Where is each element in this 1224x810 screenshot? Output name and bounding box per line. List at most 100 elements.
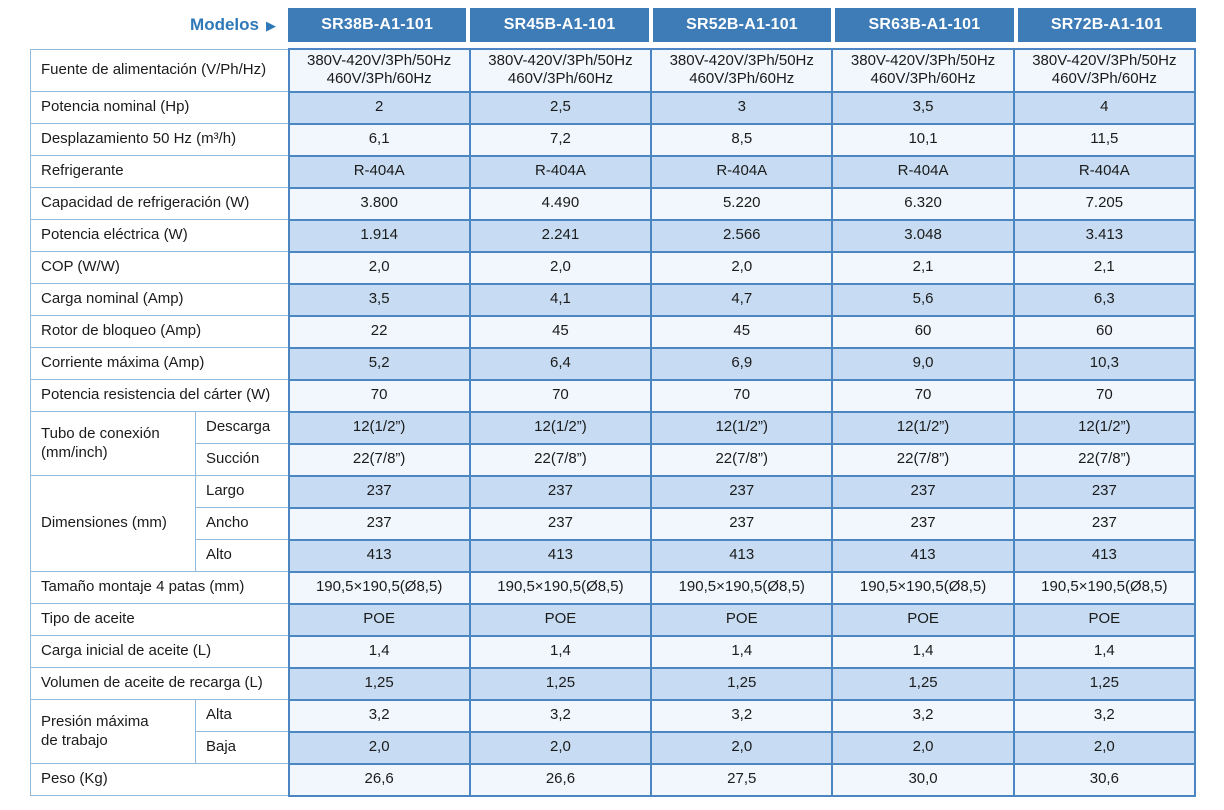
row-label: Potencia eléctrica (W) xyxy=(30,219,289,253)
cell-value: 4,7 xyxy=(650,282,834,317)
sub-label: Succión xyxy=(195,443,289,477)
model-column-header: SR72B-A1-101 xyxy=(1017,8,1197,42)
cell-value: 22(7/8”) xyxy=(831,442,1015,477)
row-label: Carga nominal (Amp) xyxy=(30,283,289,317)
table-row: Ancho 237 237 237 237 237 xyxy=(31,506,1197,541)
cell-value: 1,4 xyxy=(831,634,1015,669)
cell-value: 60 xyxy=(831,314,1015,349)
cell-value: R-404A xyxy=(1012,154,1197,189)
model-headers: SR38B-A1-101 SR45B-A1-101 SR52B-A1-101 SR63… xyxy=(288,8,1197,42)
cell-value: 6,1 xyxy=(287,122,471,157)
cell-value: 4,1 xyxy=(468,282,653,317)
cell-value: 237 xyxy=(287,474,471,509)
cell-value: 12(1/2”) xyxy=(1012,410,1197,445)
cell-value: 237 xyxy=(831,474,1015,509)
cell-value: R-404A xyxy=(287,154,471,189)
cell-value: 3.800 xyxy=(287,186,471,221)
row-label: Desplazamiento 50 Hz (m³/h) xyxy=(30,123,289,157)
cell-value: 3,5 xyxy=(831,90,1015,125)
cell-value: 2.241 xyxy=(468,218,653,253)
cell-value: 237 xyxy=(650,474,834,509)
models-label: Modelos xyxy=(190,15,259,34)
cell-value: 5.220 xyxy=(650,186,834,221)
cell-value: 1,25 xyxy=(650,666,834,701)
row-label: Refrigerante xyxy=(30,155,289,189)
cell-value: 9,0 xyxy=(831,346,1015,381)
cell-value: 4.490 xyxy=(468,186,653,221)
group-label: Dimensiones (mm) xyxy=(30,475,196,573)
cell-value: POE xyxy=(287,602,471,637)
cell-value: R-404A xyxy=(831,154,1015,189)
table-row: COP (W/W) 2,0 2,0 2,0 2,1 2,1 xyxy=(30,250,1197,285)
cell-value: POE xyxy=(650,602,834,637)
row-label: Potencia nominal (Hp) xyxy=(30,91,289,125)
table-row: Presión máxima de trabajo Alta 3,2 3,2 3,2 3,… xyxy=(30,698,1197,765)
cell-value: 190,5×190,5(Ø8,5) xyxy=(831,570,1015,605)
cell-value: 2,0 xyxy=(650,250,834,285)
row-label: Rotor de bloqueo (Amp) xyxy=(30,315,289,349)
cell-value: 3.048 xyxy=(831,218,1015,253)
cell-value: POE xyxy=(1012,602,1197,637)
cell-value: 30,0 xyxy=(831,762,1015,797)
models-arrow-icon: ▶ xyxy=(266,17,276,33)
models-label-cell: Modelos ▶ xyxy=(30,8,288,42)
cell-value: 2 xyxy=(287,90,471,125)
table-row: Carga inicial de aceite (L) 1,4 1,4 1,4 1,4 1… xyxy=(30,634,1197,669)
sub-label: Ancho xyxy=(195,507,289,541)
cell-value: 3,2 xyxy=(831,698,1015,733)
sub-label: Baja xyxy=(195,731,289,765)
cell-value: 60 xyxy=(1012,314,1197,349)
cell-value: POE xyxy=(468,602,653,637)
cell-value: 8,5 xyxy=(650,122,834,157)
cell-value: 2,0 xyxy=(287,250,471,285)
cell-value: 5,6 xyxy=(831,282,1015,317)
cell-value: 2,0 xyxy=(468,730,653,765)
cell-value: 2,5 xyxy=(468,90,653,125)
cell-value: 7.205 xyxy=(1012,186,1197,221)
table-row: Carga nominal (Amp) 3,5 4,1 4,7 5,6 6,3 xyxy=(30,282,1197,317)
cell-value: 22(7/8”) xyxy=(1012,442,1197,477)
cell-value: 26,6 xyxy=(287,762,471,797)
cell-value: 380V-420V/3Ph/50Hz 460V/3Ph/60Hz xyxy=(831,48,1015,93)
model-column-header: SR38B-A1-101 xyxy=(288,8,467,42)
cell-value: 6,4 xyxy=(468,346,653,381)
row-label: Carga inicial de aceite (L) xyxy=(30,635,289,669)
group-label: Presión máxima de trabajo xyxy=(30,699,196,765)
table-row: Peso (Kg) 26,6 26,6 27,5 30,0 30,6 xyxy=(30,762,1197,797)
table-row: Potencia resistencia del cárter (W) 70 70 7… xyxy=(30,378,1197,413)
models-header-row: Modelos ▶ SR38B-A1-101 SR45B-A1-101 SR52B-… xyxy=(30,8,1197,42)
spec-table: Fuente de alimentación (V/Ph/Hz) 380V-420… xyxy=(30,48,1197,797)
cell-value: 70 xyxy=(287,378,471,413)
cell-value: 237 xyxy=(1012,506,1197,541)
cell-value: 30,6 xyxy=(1012,762,1197,797)
cell-value: 22(7/8”) xyxy=(287,442,471,477)
cell-value: 1.914 xyxy=(287,218,471,253)
cell-value: 70 xyxy=(831,378,1015,413)
cell-value: 3,2 xyxy=(650,698,834,733)
cell-value: 3,2 xyxy=(468,698,653,733)
cell-value: 1,25 xyxy=(1012,666,1197,701)
row-label: Volumen de aceite de recarga (L) xyxy=(30,667,289,701)
table-row: Alto 413 413 413 413 413 xyxy=(31,538,1197,573)
row-label: Capacidad de refrigeración (W) xyxy=(30,187,289,221)
table-row: Corriente máxima (Amp) 5,2 6,4 6,9 9,0 10,3 xyxy=(30,346,1197,381)
cell-value: 12(1/2”) xyxy=(287,410,471,445)
cell-value: 45 xyxy=(650,314,834,349)
cell-value: 3 xyxy=(650,90,834,125)
cell-value: 70 xyxy=(1012,378,1197,413)
cell-value: R-404A xyxy=(650,154,834,189)
cell-value: 3,2 xyxy=(1012,698,1197,733)
cell-value: R-404A xyxy=(468,154,653,189)
cell-value: 237 xyxy=(468,506,653,541)
table-row: Volumen de aceite de recarga (L) 1,25 1,25… xyxy=(30,666,1197,701)
cell-value: 1,25 xyxy=(287,666,471,701)
table-row: Fuente de alimentación (V/Ph/Hz) 380V-420… xyxy=(30,48,1197,93)
cell-value: 237 xyxy=(468,474,653,509)
model-column-header: SR63B-A1-101 xyxy=(835,8,1014,42)
cell-value: 10,1 xyxy=(831,122,1015,157)
cell-value: 2.566 xyxy=(650,218,834,253)
cell-value: 12(1/2”) xyxy=(468,410,653,445)
cell-value: 190,5×190,5(Ø8,5) xyxy=(1012,570,1197,605)
cell-value: 190,5×190,5(Ø8,5) xyxy=(468,570,653,605)
